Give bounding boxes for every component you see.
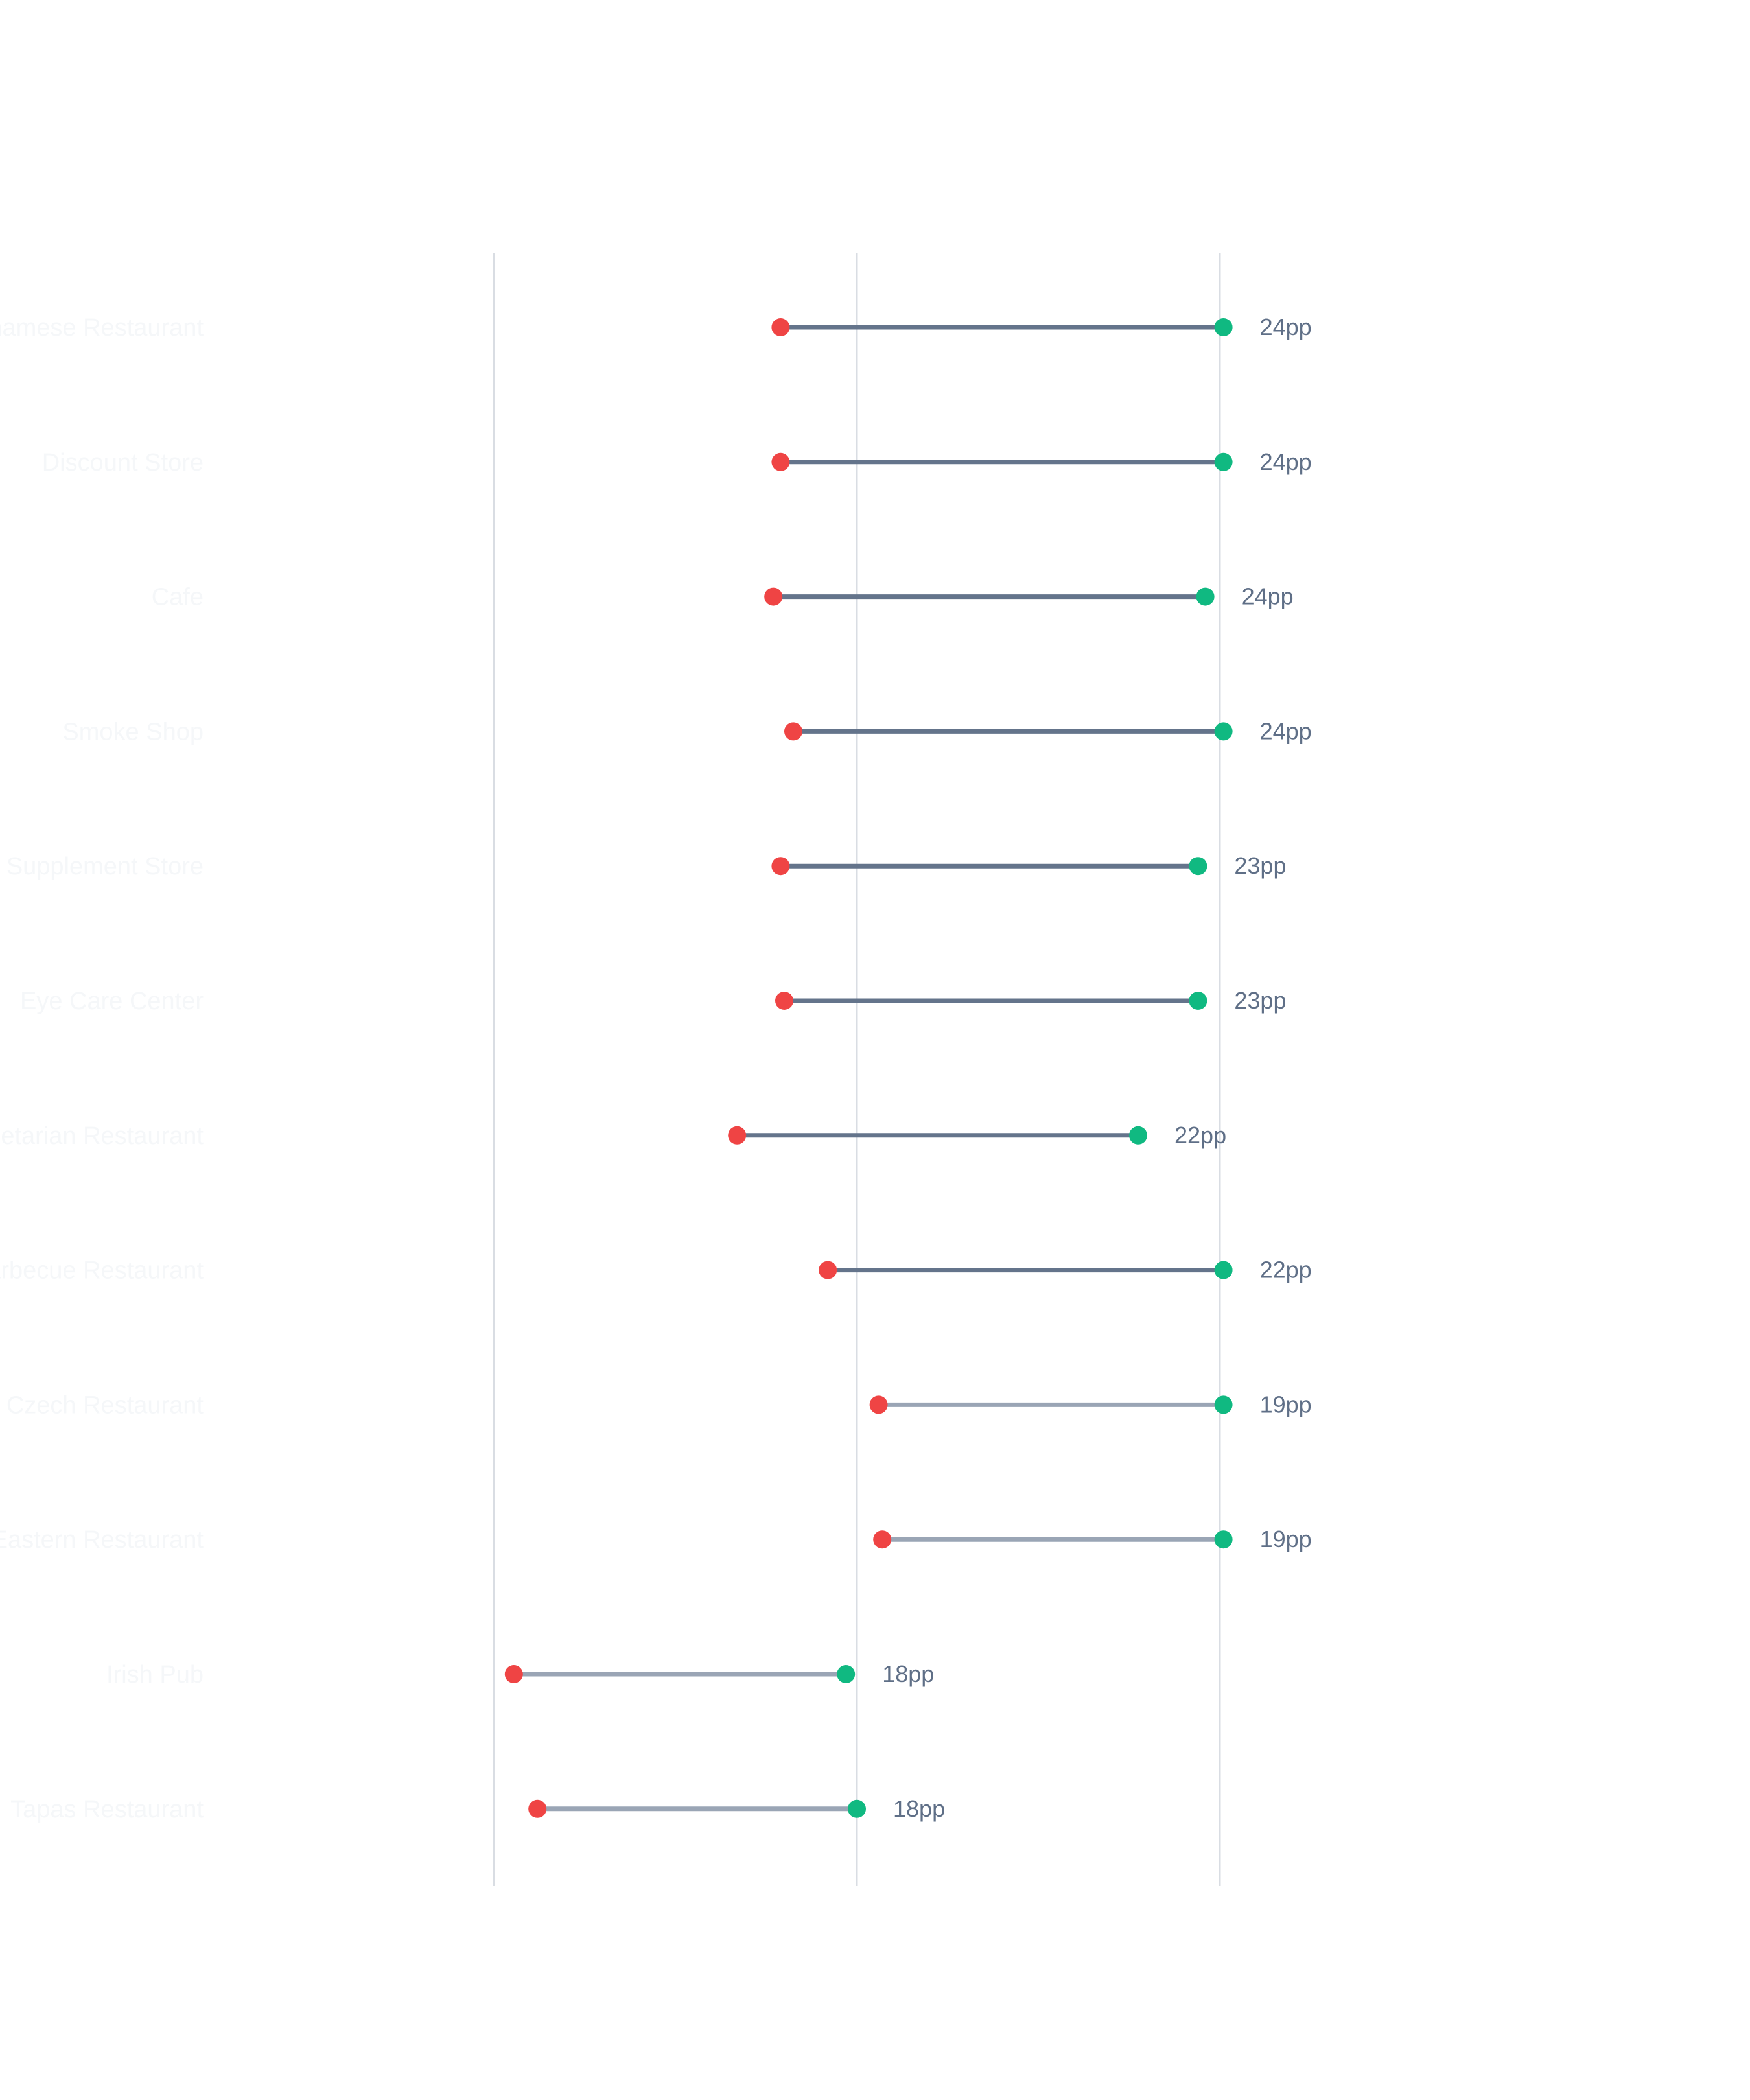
chart-row: Eastern Restaurant 19pp (0, 1526, 1312, 1554)
start-point (819, 1261, 837, 1279)
start-point (764, 587, 783, 606)
start-point (728, 1126, 747, 1145)
end-point (1214, 1395, 1233, 1414)
value-label: 19pp (1260, 1391, 1312, 1418)
chart-row: Vegetarian Restaurant 22pp (0, 1122, 1226, 1150)
value-label: 19pp (1260, 1526, 1312, 1552)
chart-row: Irish Pub 18pp (106, 1661, 934, 1688)
start-point (869, 1395, 888, 1414)
category-label: Cafe (152, 584, 204, 611)
value-label: 22pp (1260, 1257, 1312, 1283)
end-point (1196, 587, 1215, 606)
start-point (771, 857, 790, 876)
chart-row: Smoke Shop 24pp (62, 718, 1311, 745)
end-point (1129, 1126, 1147, 1145)
category-label: Vegetarian Restaurant (0, 1123, 204, 1150)
end-point (848, 1799, 866, 1818)
chart-row: Barbecue Restaurant 22pp (0, 1257, 1312, 1285)
start-point (771, 452, 790, 471)
value-label: 24pp (1242, 583, 1294, 610)
chart-row: Czech Restaurant 19pp (6, 1391, 1312, 1419)
gridlines (493, 253, 1221, 1886)
value-label: 23pp (1234, 987, 1286, 1014)
category-label: Vietnamese Restaurant (0, 314, 204, 342)
value-label: 18pp (882, 1661, 934, 1687)
end-point (1214, 722, 1233, 741)
chart-row: Cafe 24pp (152, 583, 1294, 611)
value-label: 23pp (1234, 852, 1286, 879)
start-point (873, 1530, 892, 1549)
category-label: Supplement Store (6, 853, 204, 880)
end-point (1214, 1261, 1233, 1279)
value-label: 24pp (1260, 449, 1312, 475)
category-label: Barbecue Restaurant (0, 1257, 204, 1285)
category-label: Smoke Shop (62, 718, 204, 745)
end-point (1214, 1530, 1233, 1549)
value-label: 24pp (1260, 718, 1312, 744)
end-point (1214, 452, 1233, 471)
end-point (837, 1665, 856, 1683)
chart-row: Supplement Store 23pp (6, 852, 1287, 880)
category-label: Eye Care Center (20, 988, 204, 1015)
start-point (504, 1665, 523, 1683)
start-point (775, 992, 793, 1010)
value-label: 22pp (1174, 1122, 1226, 1149)
category-label: Tapas Restaurant (10, 1796, 204, 1823)
chart-rows: Vietnamese Restaurant 24pp Discount Store 2… (0, 314, 1312, 1823)
start-point (784, 722, 802, 741)
category-label: Irish Pub (106, 1661, 204, 1688)
chart-row: Eye Care Center 23pp (20, 987, 1287, 1015)
category-label: Eastern Restaurant (0, 1526, 204, 1554)
end-point (1214, 318, 1233, 336)
chart-row: Tapas Restaurant 18pp (10, 1795, 945, 1823)
end-point (1189, 992, 1208, 1010)
value-label: 18pp (893, 1795, 945, 1822)
value-label: 24pp (1260, 314, 1312, 340)
chart-row: Vietnamese Restaurant 24pp (0, 314, 1312, 342)
start-point (528, 1799, 547, 1818)
category-label: Czech Restaurant (6, 1392, 204, 1419)
category-label: Discount Store (42, 449, 204, 476)
start-point (771, 318, 790, 336)
chart-row: Discount Store 24pp (42, 449, 1312, 476)
end-point (1189, 857, 1208, 876)
